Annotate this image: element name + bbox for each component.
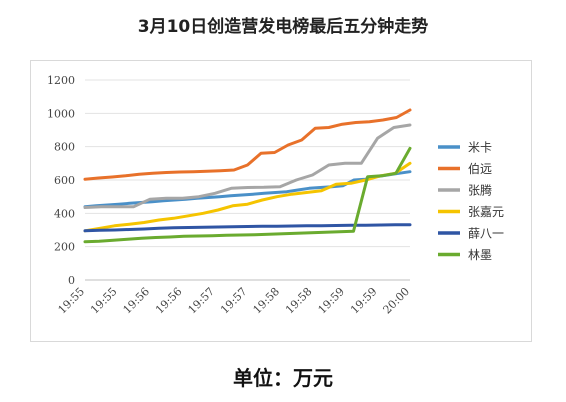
legend-label: 张腾 xyxy=(468,183,492,198)
x-tick-label: 19:59 xyxy=(316,285,348,317)
y-tick-label: 200 xyxy=(54,241,75,254)
legend-label: 伯远 xyxy=(468,161,492,176)
legend-label: 林墨 xyxy=(468,248,492,262)
y-tick-label: 600 xyxy=(54,174,75,187)
legend-label: 张嘉元 xyxy=(468,205,504,219)
series-line xyxy=(83,161,412,233)
series-line xyxy=(83,146,412,244)
x-tick-label: 19:56 xyxy=(121,285,153,317)
y-tick-label: 800 xyxy=(54,141,75,154)
x-tick-label: 19:58 xyxy=(283,285,315,317)
y-tick-label: 1000 xyxy=(47,107,75,120)
x-tick-label: 19:56 xyxy=(153,285,185,317)
series-line xyxy=(83,123,412,209)
chart-frame xyxy=(30,60,532,342)
series-line xyxy=(83,223,412,233)
y-tick-label: 400 xyxy=(54,207,75,220)
x-tick-label: 19:59 xyxy=(348,285,380,317)
x-tick-label: 19:57 xyxy=(218,285,250,317)
x-tick-label: 19:58 xyxy=(251,285,283,317)
legend-label: 米卡 xyxy=(468,141,492,155)
y-tick-label: 1200 xyxy=(47,74,75,87)
x-tick-label: 19:55 xyxy=(56,285,88,317)
y-tick-label: 0 xyxy=(68,274,75,287)
x-tick-label: 19:57 xyxy=(186,285,218,317)
x-tick-label: 19:55 xyxy=(88,285,120,317)
x-tick-label: 20:00 xyxy=(381,285,413,317)
series-line xyxy=(83,108,412,181)
unit-label: 单位：万元 xyxy=(233,366,333,390)
legend-label: 薛八一 xyxy=(468,227,504,241)
chart-title: 3月10日创造营发电榜最后五分钟走势 xyxy=(137,17,429,37)
